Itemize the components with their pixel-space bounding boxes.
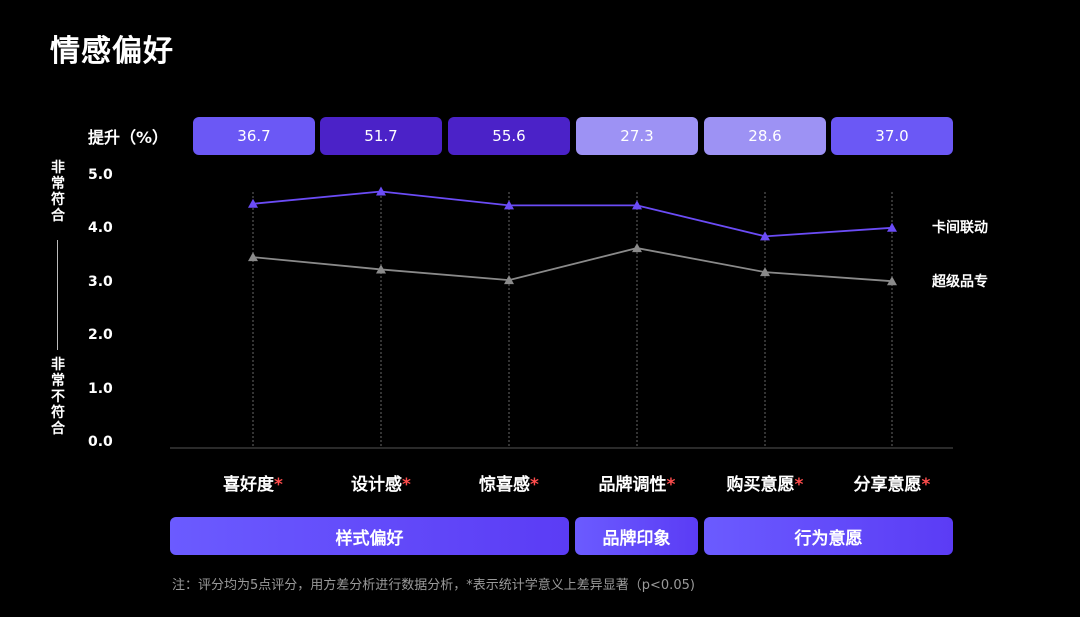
series-line-1: [252, 247, 893, 283]
group-label: 样式偏好: [335, 528, 404, 549]
x-category-label: 购买意愿*: [726, 475, 804, 495]
data-point-marker: [760, 231, 770, 241]
y-tick-label: 3.0: [88, 273, 113, 290]
axis-label-divider: [57, 240, 58, 350]
group-label: 行为意愿: [794, 528, 863, 549]
series-line-0: [252, 190, 893, 238]
x-category-label: 喜好度*: [223, 475, 283, 495]
group-style-preference: 样式偏好: [170, 517, 569, 555]
data-point-marker: [376, 186, 386, 196]
data-point-marker: [632, 243, 642, 253]
axis-label-top: 非常符合: [51, 160, 65, 224]
legend-label: 超级品专: [932, 274, 988, 290]
data-point-marker: [504, 200, 514, 210]
lift-value-box: 28.6: [704, 117, 826, 155]
group-label: 品牌印象: [602, 528, 671, 549]
page-title: 情感偏好: [50, 34, 174, 69]
lift-value-box: 55.6: [448, 117, 570, 155]
significance-marker: *: [402, 475, 411, 495]
x-category-label: 设计感*: [351, 475, 411, 495]
y-tick-label: 1.0: [88, 380, 113, 397]
lift-value-box: 36.7: [193, 117, 315, 155]
data-point-marker: [248, 252, 258, 262]
data-point-marker: [504, 275, 514, 285]
lift-label: 提升（%）: [88, 128, 169, 147]
data-point-marker: [887, 222, 897, 232]
axis-label-bottom: 非常不符合: [51, 357, 65, 437]
legend-label: 卡间联动: [932, 220, 988, 236]
footnote: 注：评分均为5点评分，用方差分析进行数据分析，*表示统计学意义上差异显著（p<0…: [172, 578, 695, 593]
lift-value-box: 37.0: [831, 117, 953, 155]
lift-value-box: 51.7: [320, 117, 442, 155]
data-point-marker: [760, 267, 770, 277]
x-category-label: 品牌调性*: [598, 475, 676, 495]
significance-marker: *: [794, 475, 804, 495]
y-tick-label: 0.0: [88, 434, 113, 450]
group-behavior-intention: 行为意愿: [704, 517, 953, 555]
y-tick-label: 4.0: [88, 220, 113, 237]
significance-marker: *: [530, 475, 539, 495]
significance-marker: *: [666, 475, 676, 495]
x-category-label: 惊喜感*: [479, 475, 539, 495]
group-brand-impression: 品牌印象: [575, 517, 698, 555]
lift-value-box: 27.3: [576, 117, 698, 155]
data-point-marker: [632, 200, 642, 210]
significance-marker: *: [274, 475, 283, 495]
significance-marker: *: [921, 475, 931, 495]
x-category-label: 分享意愿*: [853, 475, 931, 495]
data-point-marker: [887, 276, 897, 286]
y-tick-label: 5.0: [88, 167, 113, 183]
data-point-marker: [376, 264, 386, 274]
y-tick-label: 2.0: [88, 327, 113, 344]
data-point-marker: [248, 198, 258, 208]
